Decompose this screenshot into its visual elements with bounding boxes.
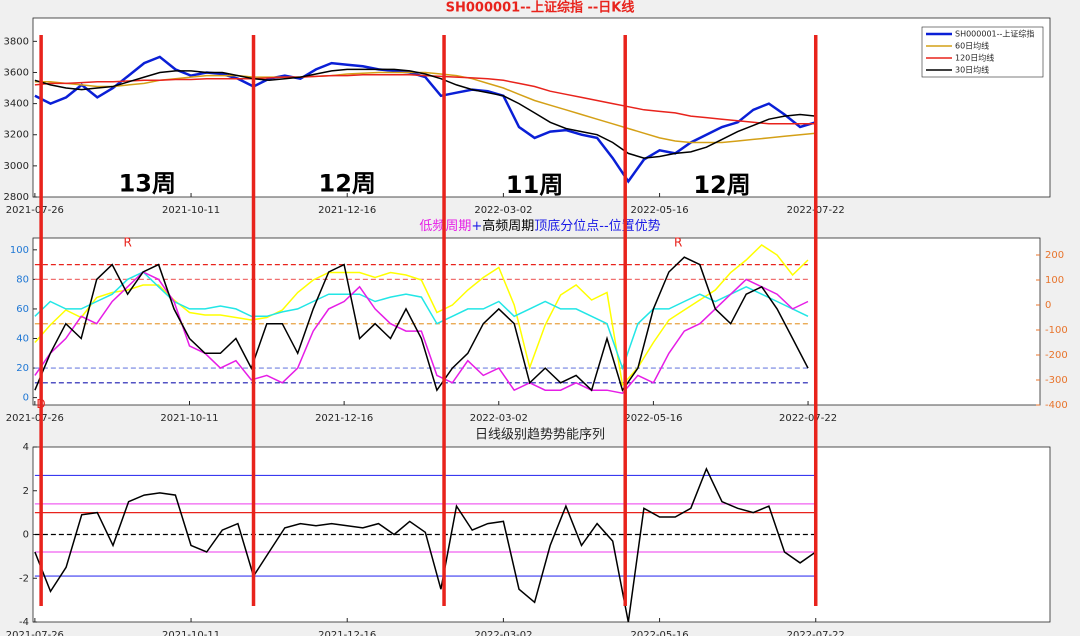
x-tick-label: 2021-07-26 [6, 413, 64, 424]
series-line [34, 244, 809, 387]
chart-title: 日线级别趋势势能序列 [475, 427, 605, 443]
legend: SH000001--上证综指 60日均线 120日均线 30日均线 [921, 26, 1044, 78]
annotation: 12周 [319, 170, 376, 198]
x-tick-label: 2022-03-02 [470, 413, 528, 424]
y-tick-label: 40 [16, 333, 29, 344]
annotation: R [674, 235, 682, 249]
y-tick-label: 2 [23, 486, 29, 497]
y-tick-label: -2 [19, 573, 29, 584]
legend-label: 30日均线 [955, 65, 989, 75]
annotation: 12周 [693, 171, 750, 199]
annotation: 13周 [119, 170, 176, 198]
y2-tick-label: 100 [1045, 275, 1064, 286]
x-tick-label: 2021-12-16 [315, 413, 373, 424]
series-line [34, 55, 817, 184]
x-tick-label: 2021-07-26 [6, 630, 64, 636]
y-tick-label: 3800 [4, 36, 29, 47]
x-tick-label: 2022-05-16 [631, 630, 689, 636]
series-line [34, 271, 809, 371]
y-tick-label: 2800 [4, 192, 29, 203]
series-line [34, 271, 809, 395]
title-part: 顶底分位点--位置优势 [534, 218, 660, 234]
annotation: R [123, 235, 131, 249]
y2-tick-label: 200 [1045, 250, 1064, 261]
y-tick-label: -4 [19, 617, 29, 628]
y-tick-label: 0 [23, 530, 29, 541]
y-tick-label: 3400 [4, 99, 29, 110]
x-tick-label: 2021-10-11 [162, 205, 220, 216]
x-tick-label: 2022-07-22 [787, 630, 845, 636]
series-line [34, 467, 817, 623]
y-tick-label: 3000 [4, 161, 29, 172]
title-part: 高频周期 [482, 218, 534, 234]
x-tick-label: 2022-03-02 [474, 205, 532, 216]
x-tick-label: 2021-10-11 [162, 630, 220, 636]
series-line [34, 74, 816, 125]
y-tick-label: 3200 [4, 130, 29, 141]
y-tick-label: 80 [16, 274, 29, 285]
x-tick-label: 2021-07-26 [6, 205, 64, 216]
y-tick-label: 3600 [4, 67, 29, 78]
y-tick-label: 4 [23, 442, 29, 453]
x-tick-label: 2021-12-16 [318, 205, 376, 216]
title-part: + [471, 219, 482, 234]
x-tick-label: 2022-03-02 [474, 630, 532, 636]
x-tick-label: 2022-05-16 [631, 205, 689, 216]
series-line [34, 68, 816, 159]
x-tick-label: 2022-05-16 [624, 413, 682, 424]
annotation: 11周 [506, 171, 563, 199]
chart-title: 低频周期+高频周期顶底分位点--位置优势 [419, 218, 660, 234]
x-tick-label: 2021-10-11 [160, 413, 218, 424]
y-tick-label: 20 [16, 363, 29, 374]
y-tick-label: 100 [10, 245, 29, 256]
chart-title: SH000001--上证综指 --日K线 [446, 0, 635, 16]
legend-box [921, 26, 1044, 78]
x-tick-label: 2021-12-16 [318, 630, 376, 636]
plot-area [32, 17, 1051, 198]
plot-area [32, 237, 1041, 406]
y2-tick-label: -300 [1045, 375, 1068, 386]
legend-label: 60日均线 [955, 41, 989, 51]
legend-label: 120日均线 [955, 53, 994, 63]
y-tick-label: 0 [23, 393, 29, 404]
series-line [34, 256, 809, 392]
y-tick-label: 60 [16, 304, 29, 315]
y2-tick-label: -400 [1045, 400, 1068, 411]
x-tick-label: 2022-07-22 [779, 413, 837, 424]
legend-label: SH000001--上证综指 [955, 29, 1034, 39]
y2-tick-label: 0 [1045, 300, 1051, 311]
y2-tick-label: -100 [1045, 325, 1068, 336]
y2-tick-label: -200 [1045, 350, 1068, 361]
